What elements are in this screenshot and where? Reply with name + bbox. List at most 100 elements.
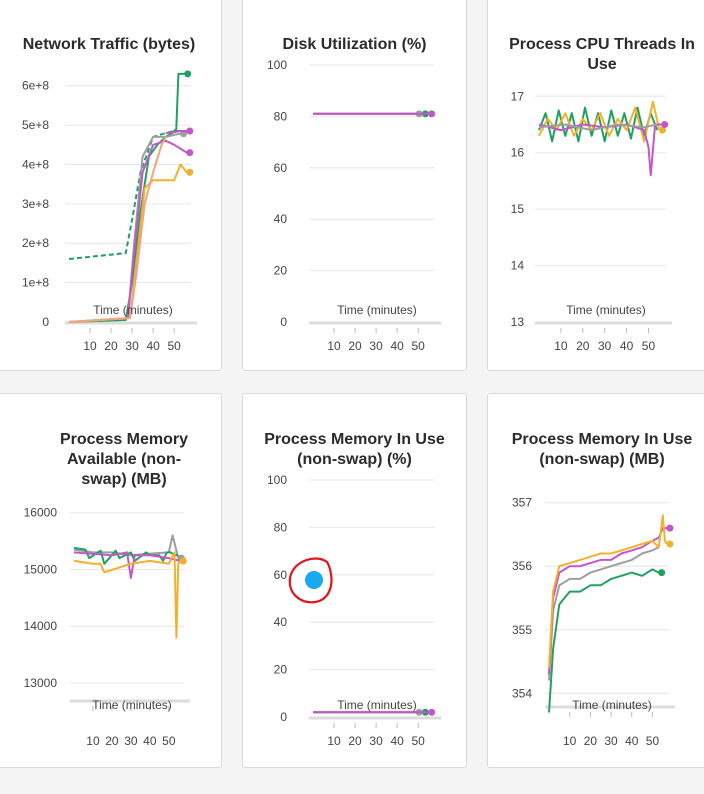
x-axis-label: Time (minutes)	[572, 698, 652, 712]
y-tick-label: 4e+8	[22, 157, 49, 171]
x-tick-label: 30	[369, 734, 383, 748]
x-tick-label: 40	[146, 339, 160, 353]
chart-plot[interactable]: 13 14 15 16 17 10 20 30 40 50 Time (minutes)	[488, 0, 704, 372]
x-axis-label: Time (minutes)	[337, 303, 417, 317]
x-tick-label: 10	[563, 734, 577, 748]
x-tick-label: 50	[162, 734, 176, 748]
series-line	[538, 123, 658, 132]
series-line	[68, 139, 188, 323]
x-tick-label: 50	[642, 339, 656, 353]
y-tick-label: 40	[274, 212, 288, 226]
series-line	[73, 546, 179, 565]
series-line	[538, 106, 659, 143]
chart-title: Process Memory Available (non-swap) (MB)	[59, 431, 189, 488]
y-tick-label: 60	[274, 568, 288, 582]
x-tick-label: 40	[390, 339, 404, 353]
x-tick-label: 10	[86, 734, 100, 748]
series-line	[548, 527, 667, 675]
x-tick-label: 50	[167, 339, 181, 353]
chart-title: Disk Utilization (%)	[282, 36, 427, 53]
chart-title: Process CPU Threads In Use	[509, 36, 695, 73]
series-line	[68, 130, 181, 260]
series-line	[73, 551, 181, 579]
series-end-point[interactable]	[179, 557, 187, 565]
series-line	[548, 546, 660, 681]
x-axis-label: Time (minutes)	[566, 303, 646, 317]
x-tick-label: 20	[348, 339, 362, 353]
x-tick-label: 30	[125, 339, 139, 353]
chart-title: Process Memory In Use (non-swap) (MB)	[511, 431, 693, 468]
chart-card-disk-utilization: Disk Utilization (%) 0 20 40 60 80 100 10 20 30 4…	[242, 0, 467, 371]
chart-title: Process Memory In Use (non-swap) (%)	[264, 431, 445, 468]
y-tick-label: 357	[512, 496, 532, 510]
series-end-point[interactable]	[184, 70, 192, 78]
chart-card-memory-available: Process Memory Available (non-swap) (MB)…	[0, 393, 222, 768]
y-tick-label: 5e+8	[22, 118, 49, 132]
chart-plot[interactable]: 0 20 40 60 80 100 10 20 30 40 50 Time (minutes)	[243, 0, 468, 372]
y-tick-label: 15000	[24, 562, 58, 576]
y-tick-label: 80	[274, 109, 288, 123]
x-tick-label: 40	[620, 339, 634, 353]
x-tick-label: 40	[390, 734, 404, 748]
x-tick-label: 40	[143, 734, 157, 748]
x-tick-label: 20	[584, 734, 598, 748]
y-tick-label: 16	[511, 146, 525, 160]
series-line	[548, 514, 668, 668]
y-tick-label: 80	[274, 520, 288, 534]
series-end-point[interactable]	[428, 708, 436, 716]
x-axis-label: Time (minutes)	[337, 698, 417, 712]
x-tick-label: 30	[598, 339, 612, 353]
y-tick-label: 356	[512, 559, 532, 573]
x-tick-label: 20	[576, 339, 590, 353]
series-line	[68, 72, 185, 323]
x-tick-label: 10	[327, 734, 341, 748]
chart-card-memory-in-use-mb: Process Memory In Use (non-swap) (MB) 35…	[487, 393, 704, 768]
chart-plot[interactable]: 0 1e+8 2e+8 3e+8 4e+8 5e+8 6e+8 10 20 30 40 50 Time …	[0, 0, 223, 372]
x-tick-label: 40	[625, 734, 639, 748]
chart-card-cpu-threads: Process CPU Threads In Use 13 14 15 16 17 10 2…	[487, 0, 704, 371]
x-tick-label: 30	[604, 734, 618, 748]
series-end-point[interactable]	[661, 121, 669, 128]
y-tick-label: 17	[511, 89, 525, 103]
x-tick-label: 30	[369, 339, 383, 353]
series-end-point[interactable]	[658, 569, 666, 577]
y-tick-label: 3e+8	[22, 197, 49, 211]
series-line	[548, 568, 660, 713]
y-tick-label: 13	[511, 315, 525, 329]
chart-card-network-traffic: Network Traffic (bytes) 0 1e+8 2e+8 3e+8 4e+…	[0, 0, 222, 371]
y-tick-label: 355	[512, 623, 532, 637]
series-end-point[interactable]	[186, 127, 194, 135]
x-tick-label: 10	[554, 339, 568, 353]
y-tick-label: 14000	[24, 619, 58, 633]
series-end-point[interactable]	[428, 110, 436, 118]
x-tick-label: 10	[327, 339, 341, 353]
x-tick-label: 10	[83, 339, 97, 353]
series-line	[165, 130, 187, 134]
chart-plot[interactable]: 0 20 40 60 80 100 10 20 30 40 50 Time (minutes)	[243, 394, 468, 769]
series-line	[68, 132, 181, 323]
y-tick-label: 354	[512, 686, 532, 700]
series-end-point[interactable]	[666, 540, 674, 548]
series-end-point[interactable]	[186, 149, 194, 157]
y-tick-label: 1e+8	[22, 276, 49, 290]
chart-plot[interactable]: 13000 14000 15000 16000 10 20 30 40 50 Time (minu…	[0, 394, 223, 769]
y-tick-label: 60	[274, 161, 288, 175]
y-tick-label: 20	[274, 264, 288, 278]
x-axis-label: Time (minutes)	[93, 303, 173, 317]
x-axis-label: Time (minutes)	[92, 698, 172, 712]
x-tick-label: 20	[105, 734, 119, 748]
y-tick-label: 100	[267, 473, 287, 487]
y-tick-label: 0	[280, 710, 287, 724]
series-end-point[interactable]	[658, 126, 666, 134]
chart-plot[interactable]: 354 355 356 357 10 20 30 40 50 Time (minutes)	[488, 394, 704, 769]
x-tick-label: 20	[348, 734, 362, 748]
series-line	[68, 136, 167, 323]
chart-title: Network Traffic (bytes)	[22, 36, 196, 53]
y-tick-label: 20	[274, 663, 288, 677]
y-tick-label: 16000	[24, 506, 58, 520]
series-end-point[interactable]	[186, 168, 194, 176]
y-tick-label: 100	[267, 58, 287, 72]
series-end-point[interactable]	[666, 524, 674, 532]
x-tick-label: 30	[124, 734, 138, 748]
x-tick-label: 50	[411, 734, 425, 748]
